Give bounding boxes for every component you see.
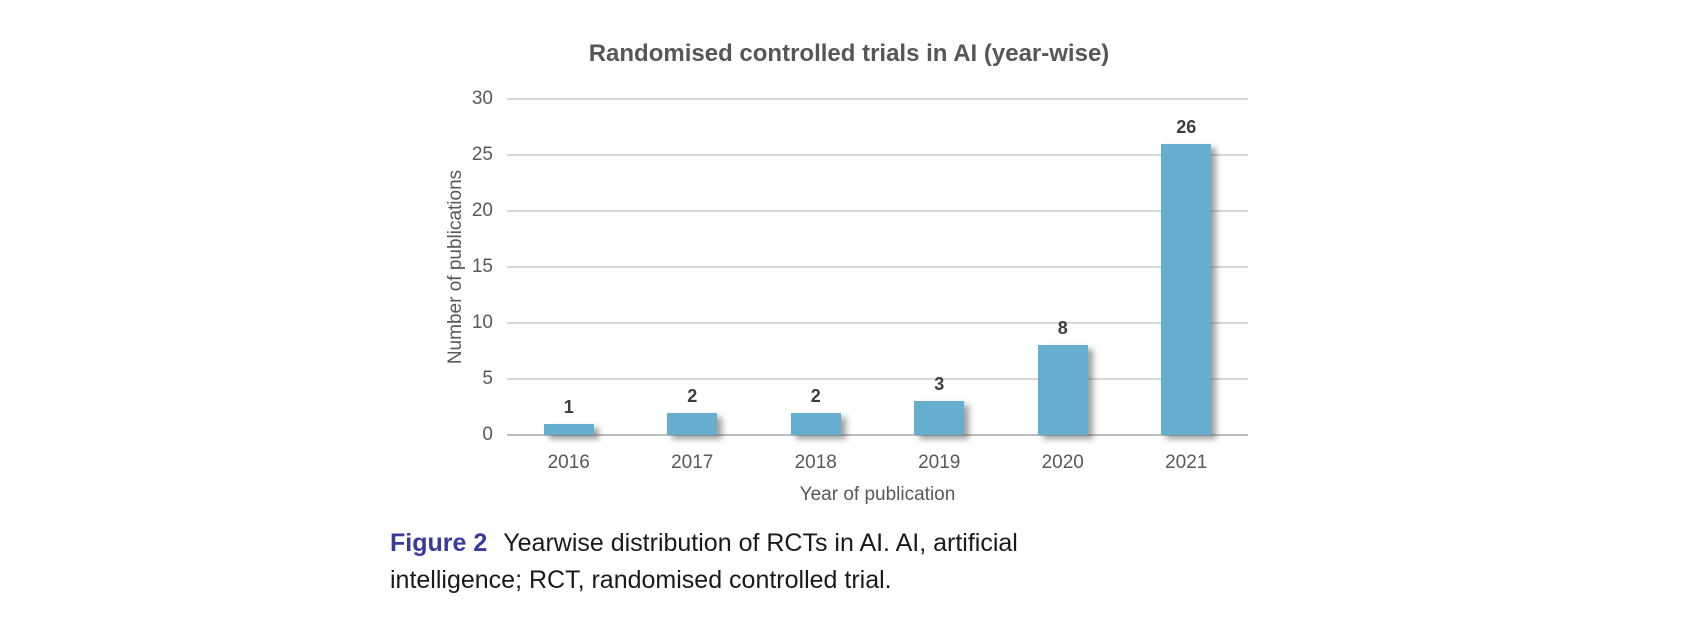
gridline-0	[507, 434, 1248, 436]
bar-2017	[667, 412, 718, 435]
figure-caption-text: Yearwise distribution of RCTs in AI. AI,…	[390, 529, 1018, 594]
x-tick-label-2019: 2019	[918, 452, 961, 473]
bar-2019	[914, 401, 965, 435]
gridline-20	[507, 210, 1248, 212]
bar-value-label-2019: 3	[934, 374, 945, 395]
x-tick-label-2020: 2020	[1041, 452, 1084, 473]
bar-value-label-2021: 26	[1176, 116, 1197, 137]
x-tick-label-2021: 2021	[1165, 452, 1208, 473]
gridline-15	[507, 266, 1248, 268]
figure-caption-label: Figure 2	[390, 529, 488, 557]
chart-title: Randomised controlled trials in AI (year…	[588, 40, 1110, 67]
x-tick-label-2018: 2018	[794, 452, 837, 473]
bar-2016	[543, 423, 594, 435]
bar-value-label-2020: 8	[1057, 318, 1068, 339]
y-tick-label-0: 0	[482, 424, 493, 445]
gridline-30	[507, 98, 1248, 100]
y-tick-label-20: 20	[471, 200, 493, 221]
bar-2020	[1037, 345, 1088, 435]
x-axis-title: Year of publication	[799, 484, 956, 505]
y-tick-label-25: 25	[471, 144, 493, 165]
bar-value-label-2017: 2	[687, 385, 698, 406]
bar-value-label-2016: 1	[563, 396, 574, 417]
y-tick-label-30: 30	[471, 88, 493, 109]
gridline-10	[507, 322, 1248, 324]
plot-area: 30 25 20 15 10 5 0 1 2016 2 2017 2 2018 3 2019 8 2020 26 2…	[472, 88, 1248, 473]
x-tick-label-2017: 2017	[671, 452, 714, 473]
bar-2018	[790, 412, 841, 435]
y-tick-label-15: 15	[471, 256, 493, 277]
y-tick-label-10: 10	[471, 312, 493, 333]
gridline-25	[507, 154, 1248, 156]
figure-caption: Figure 2 Yearwise distribution of RCTs in…	[390, 525, 1142, 599]
bar-value-label-2018: 2	[810, 385, 821, 406]
bar-2021	[1161, 143, 1212, 435]
gridline-5	[507, 378, 1248, 380]
y-tick-label-5: 5	[482, 368, 493, 389]
x-tick-label-2016: 2016	[547, 452, 590, 473]
